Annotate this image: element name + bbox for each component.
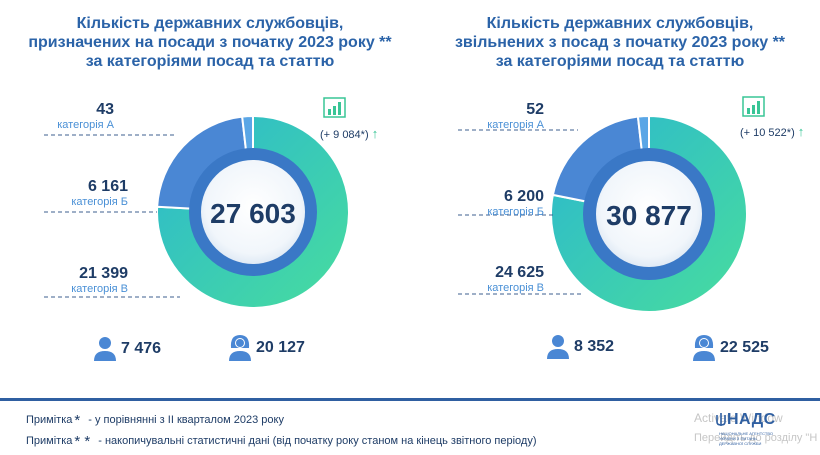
logo-subtitle: НАЦІОНАЛЬНЕ АГЕНТСТВО УКРАЇНИ З ПИТАНЬ Д…: [719, 431, 773, 446]
footnote-2-mark: * *: [74, 433, 91, 450]
category-b-value: 6 161: [87, 178, 128, 195]
women-count: 22 525: [692, 334, 769, 362]
category-a-value: 52: [526, 101, 544, 118]
women-value: 22 525: [720, 339, 769, 356]
category-b: 6 200 категорія Б: [440, 188, 544, 219]
men-count: 8 352: [546, 334, 614, 360]
up-arrow-icon: ↑: [797, 124, 805, 139]
man-icon: [547, 335, 569, 359]
footnote-2-prefix: Примітка: [26, 435, 73, 447]
chart-title: Кількість державних службовців, звільнен…: [420, 14, 820, 71]
appointed-panel: Кількість державних службовців, призначе…: [0, 0, 410, 400]
title-line-1: Кількість державних службовців,: [76, 15, 344, 32]
logo-name: НАДС: [727, 411, 776, 428]
category-b-label: категорія Б: [71, 196, 128, 208]
category-c: 21 399 категорія В: [30, 265, 128, 296]
footnote-1-text: - у порівнянні з ІІ кварталом 2023 року: [88, 414, 284, 426]
man-icon: [94, 337, 116, 361]
center-disc: [201, 160, 305, 264]
divider: [0, 398, 820, 401]
category-a-label: категорія А: [57, 119, 114, 131]
donut-chart: 27 603: [44, 114, 350, 309]
category-a: 43 категорія А: [40, 101, 114, 132]
growth-indicator: (+ 9 084*) ↑: [320, 126, 378, 141]
category-c-value: 24 625: [495, 264, 544, 281]
trident-icon: [716, 413, 726, 426]
woman-icon: [693, 335, 715, 361]
title-line-1: Кількість державних службовців,: [486, 15, 754, 32]
men-count: 7 476: [93, 336, 161, 362]
title-line-3: за категоріями посад та статтю: [495, 53, 745, 70]
footnote-2: Примітка * * - накопичувальні статистичні …: [26, 431, 537, 452]
men-value: 7 476: [121, 340, 162, 357]
donut-chart: 30 877: [458, 114, 748, 313]
category-a-label: категорія А: [487, 119, 544, 131]
category-b: 6 161 категорія Б: [30, 178, 128, 209]
total-value: 27 603: [210, 198, 296, 229]
center-disc: [596, 161, 702, 267]
footnote-1-prefix: Примітка: [26, 414, 73, 426]
bar-chart-icon: [323, 97, 346, 118]
activation-watermark-line-1: Activate Window: [694, 411, 783, 425]
growth-indicator: (+ 10 522*) ↑: [740, 124, 804, 139]
category-c-label: категорія В: [487, 282, 544, 294]
title-line-2: звільнених з посад з початку 2023 року *…: [454, 34, 786, 51]
women-count: 20 127: [228, 334, 305, 362]
dismissed-panel: Кількість державних службовців, звільнен…: [410, 0, 820, 400]
growth-value: (+ 10 522*): [740, 127, 795, 139]
footnote-1-mark: *: [74, 412, 81, 429]
category-a: 52 категорія А: [450, 101, 544, 132]
up-arrow-icon: ↑: [371, 126, 379, 141]
growth-value: (+ 9 084*): [320, 129, 369, 141]
category-a-value: 43: [96, 101, 114, 118]
footnotes: Примітка * - у порівнянні з ІІ кварталом 2…: [26, 410, 537, 452]
men-value: 8 352: [574, 338, 615, 355]
chart-title: Кількість державних службовців, призначе…: [10, 14, 410, 71]
woman-icon: [229, 335, 251, 361]
footnote-1: Примітка * - у порівнянні з ІІ кварталом 2…: [26, 410, 537, 431]
category-b-value: 6 200: [503, 188, 544, 205]
title-line-3: за категоріями посад та статтю: [85, 53, 335, 70]
women-value: 20 127: [256, 339, 305, 356]
bar-chart-icon: [742, 96, 765, 117]
category-c: 24 625 категорія В: [440, 264, 544, 295]
activation-watermark-line-2: Перейдіть до розділу "Н: [694, 432, 818, 444]
nads-logo: НАДС НАЦІОНАЛЬНЕ АГЕНТСТВО УКРАЇНИ З ПИТ…: [716, 410, 806, 450]
category-b-label: категорія Б: [487, 206, 544, 218]
footnote-2-text: - накопичувальні статистичні дані (від п…: [98, 435, 537, 447]
category-c-label: категорія В: [71, 283, 128, 295]
category-c-value: 21 399: [79, 265, 128, 282]
title-line-2: призначених на посади з початку 2023 рок…: [28, 34, 392, 51]
total-value: 30 877: [606, 200, 692, 231]
